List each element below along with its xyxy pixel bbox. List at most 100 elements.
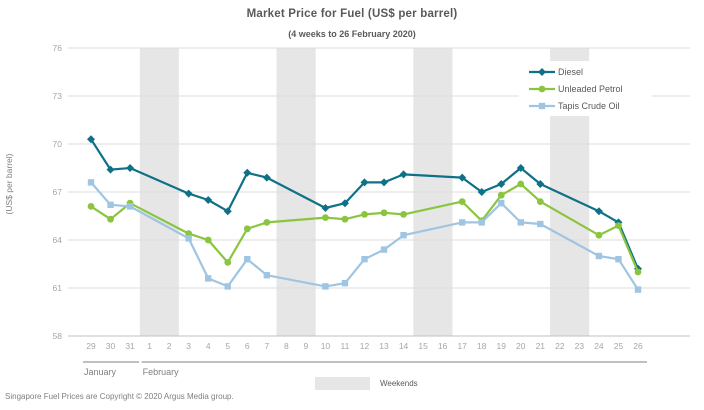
- data-point-unleaded-petrol: [536, 198, 544, 206]
- x-tick-label: 17: [457, 341, 467, 351]
- y-tick-label: 67: [53, 187, 63, 197]
- data-point-tapis-crude-oil: [341, 280, 349, 287]
- x-tick-label: 15: [418, 341, 428, 351]
- data-point-unleaded-petrol: [322, 214, 329, 222]
- data-point-diesel: [340, 199, 349, 208]
- data-point-unleaded-petrol: [497, 191, 505, 199]
- data-point-tapis-crude-oil: [263, 272, 271, 279]
- data-point-diesel: [126, 164, 135, 172]
- data-point-diesel: [360, 178, 369, 187]
- data-point-unleaded-petrol: [87, 203, 95, 210]
- data-point-diesel: [321, 204, 330, 212]
- x-tick-label: 11: [341, 341, 350, 351]
- legend-label: Unleaded Petrol: [558, 84, 623, 94]
- x-tick-label: 20: [516, 341, 526, 351]
- data-point-unleaded-petrol: [263, 219, 271, 226]
- x-tick-label: 8: [284, 341, 289, 351]
- y-tick-label: 76: [53, 43, 63, 53]
- x-tick-label: 4: [206, 341, 211, 351]
- month-label: January: [84, 367, 117, 377]
- x-tick-label: 7: [264, 341, 269, 351]
- data-point-tapis-crude-oil: [498, 200, 505, 207]
- data-point-unleaded-petrol: [634, 268, 642, 276]
- legend-label: Tapis Crude Oil: [558, 101, 620, 111]
- x-tick-label: 3: [186, 341, 191, 351]
- data-point-tapis-crude-oil: [517, 219, 524, 226]
- data-point-unleaded-petrol: [224, 259, 232, 266]
- y-axis-title: (US$ per barrel): [4, 153, 14, 215]
- x-tick-label: 6: [245, 341, 250, 351]
- legend-marker: [538, 102, 546, 110]
- x-tick-label: 10: [321, 341, 331, 351]
- x-tick-label: 23: [575, 341, 585, 351]
- data-point-tapis-crude-oil: [595, 252, 603, 260]
- data-point-unleaded-petrol: [204, 236, 212, 244]
- x-tick-label: 29: [86, 341, 96, 351]
- data-point-tapis-crude-oil: [380, 246, 388, 253]
- data-point-diesel: [536, 180, 545, 188]
- data-point-tapis-crude-oil: [615, 256, 622, 263]
- data-point-diesel: [243, 168, 252, 177]
- y-tick-label: 58: [53, 331, 63, 341]
- data-point-diesel: [477, 188, 486, 196]
- data-point-diesel: [516, 164, 525, 172]
- x-tick-label: 22: [555, 341, 565, 351]
- chart-subtitle: (4 weeks to 26 February 2020): [288, 29, 416, 39]
- data-point-diesel: [262, 173, 271, 182]
- x-tick-label: 31: [125, 341, 135, 351]
- x-tick-label: 14: [399, 341, 409, 351]
- data-point-tapis-crude-oil: [126, 203, 134, 210]
- data-point-tapis-crude-oil: [458, 219, 466, 226]
- data-point-tapis-crude-oil: [185, 235, 192, 242]
- weekend-legend-label: Weekends: [380, 379, 418, 388]
- data-point-diesel: [223, 207, 232, 216]
- data-point-tapis-crude-oil: [322, 283, 329, 290]
- month-label: February: [143, 367, 180, 377]
- x-tick-label: 1: [147, 341, 152, 351]
- data-point-diesel: [497, 180, 506, 188]
- data-point-tapis-crude-oil: [205, 275, 212, 282]
- x-tick-label: 16: [438, 341, 448, 351]
- data-point-unleaded-petrol: [341, 215, 349, 223]
- legend-marker: [538, 68, 546, 76]
- legend-marker: [538, 85, 546, 93]
- x-tick-label: 19: [497, 341, 507, 351]
- x-tick-label: 13: [379, 341, 389, 351]
- data-point-diesel: [204, 196, 213, 204]
- data-point-diesel: [380, 178, 389, 187]
- x-tick-label: 2: [167, 341, 172, 351]
- data-point-unleaded-petrol: [595, 231, 603, 239]
- x-tick-label: 12: [360, 341, 370, 351]
- x-tick-label: 26: [633, 341, 643, 351]
- x-tick-label: 21: [536, 341, 546, 351]
- y-tick-label: 61: [53, 283, 63, 293]
- copyright-note: Singapore Fuel Prices are Copyright © 20…: [5, 392, 234, 401]
- weekend-legend-swatch: [315, 377, 370, 390]
- data-point-tapis-crude-oil: [224, 283, 231, 290]
- data-point-unleaded-petrol: [361, 211, 368, 218]
- data-point-unleaded-petrol: [400, 211, 407, 218]
- data-point-diesel: [399, 170, 408, 179]
- data-point-unleaded-petrol: [517, 180, 525, 188]
- data-point-diesel: [594, 207, 603, 216]
- x-tick-label: 30: [106, 341, 116, 351]
- x-tick-label: 18: [477, 341, 487, 351]
- y-tick-label: 64: [53, 235, 63, 245]
- data-point-tapis-crude-oil: [244, 256, 251, 263]
- data-point-tapis-crude-oil: [634, 286, 642, 293]
- data-point-unleaded-petrol: [243, 225, 251, 233]
- legend-label: Diesel: [558, 67, 583, 77]
- y-tick-label: 73: [53, 91, 63, 101]
- data-point-tapis-crude-oil: [537, 220, 544, 228]
- data-point-diesel: [184, 189, 193, 198]
- data-point-tapis-crude-oil: [87, 179, 95, 186]
- data-point-tapis-crude-oil: [478, 219, 485, 226]
- x-tick-label: 5: [225, 341, 230, 351]
- x-tick-label: 9: [304, 341, 309, 351]
- data-point-tapis-crude-oil: [361, 256, 368, 263]
- data-point-diesel: [87, 135, 95, 144]
- x-tick-label: 24: [594, 341, 604, 351]
- data-point-tapis-crude-oil: [107, 201, 114, 208]
- data-point-tapis-crude-oil: [400, 232, 407, 239]
